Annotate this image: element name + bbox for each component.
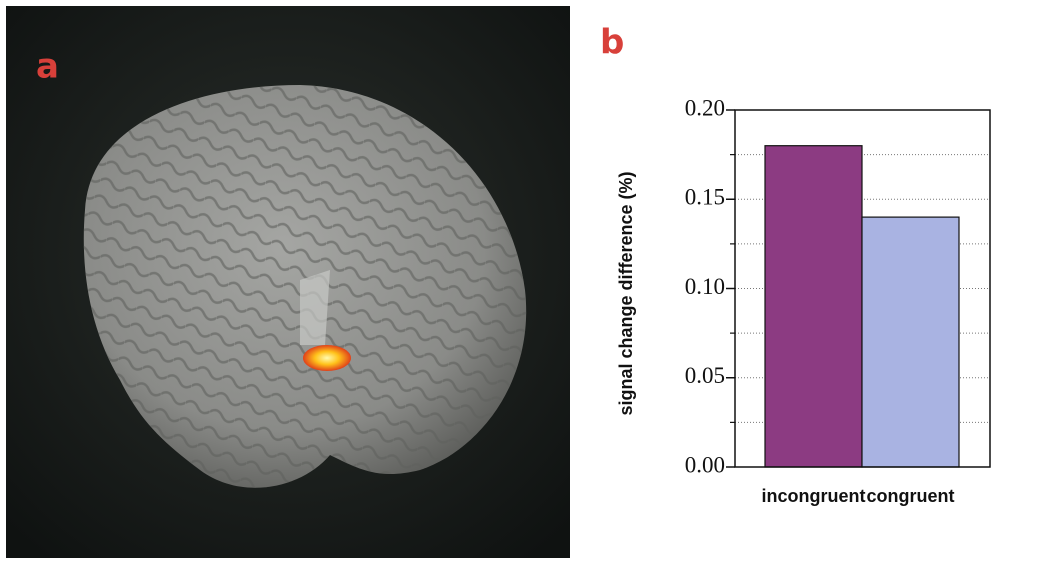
y-tick-label: 0.10 — [685, 274, 725, 299]
y-tick-label: 0.00 — [685, 452, 725, 477]
panel-label: b — [600, 23, 624, 63]
y-tick-label: 0.05 — [685, 363, 725, 388]
bar — [862, 217, 959, 467]
figure: a b 0.00 0.05 0.10 0.15 0.20 incongruentcongr… — [0, 0, 1064, 563]
x-tick-label: incongruent — [762, 486, 866, 506]
panel-a: a — [6, 6, 570, 558]
highlight — [300, 270, 330, 345]
activation — [303, 345, 351, 371]
y-axis-label: signal change difference (%) — [616, 171, 636, 415]
x-tick-label: congruent — [867, 486, 955, 506]
y-tick-label: 0.20 — [685, 95, 725, 120]
bar — [765, 146, 862, 467]
y-tick-label: 0.15 — [685, 185, 725, 210]
panel-label: a — [36, 47, 59, 87]
